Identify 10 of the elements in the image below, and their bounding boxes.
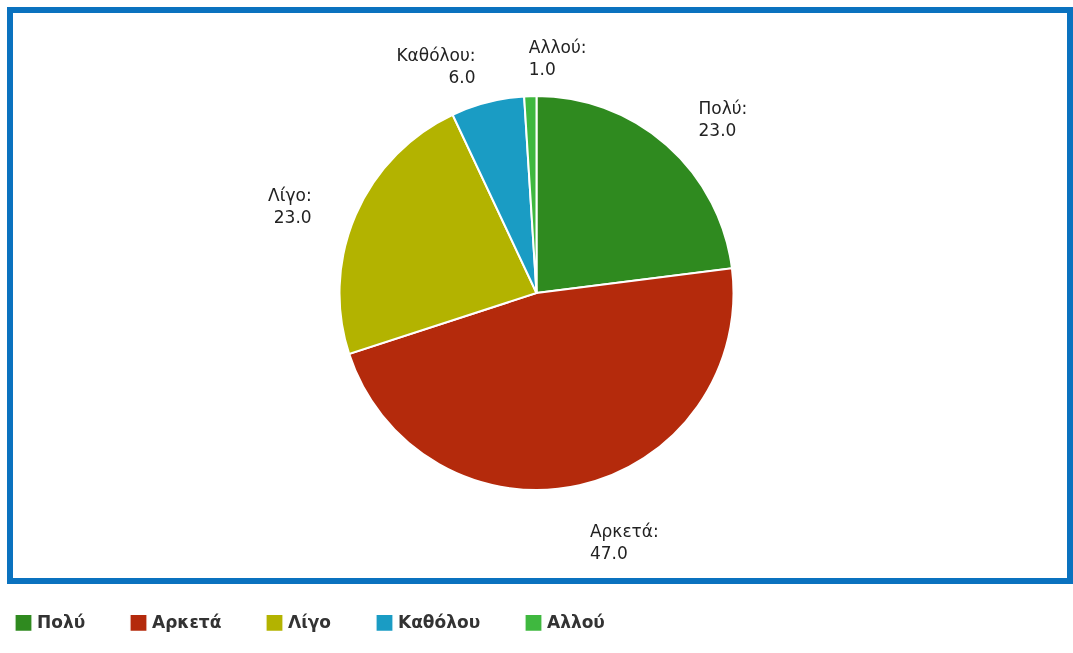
legend-label: Αρκετά bbox=[152, 611, 222, 632]
legend-label: Λίγο bbox=[288, 611, 332, 632]
legend-label: Αλλού bbox=[547, 611, 605, 632]
legend-label: Καθόλου bbox=[398, 611, 481, 632]
legend-label: Πολύ bbox=[37, 611, 86, 632]
data-label: Λίγο: 23.0 bbox=[268, 184, 312, 227]
data-label: Καθόλου: 6.0 bbox=[396, 44, 476, 87]
data-label: Αρκετά: 47.0 bbox=[589, 521, 659, 564]
data-label: Αλλού: 1.0 bbox=[528, 37, 587, 80]
data-label: Πολύ: 23.0 bbox=[698, 98, 748, 141]
